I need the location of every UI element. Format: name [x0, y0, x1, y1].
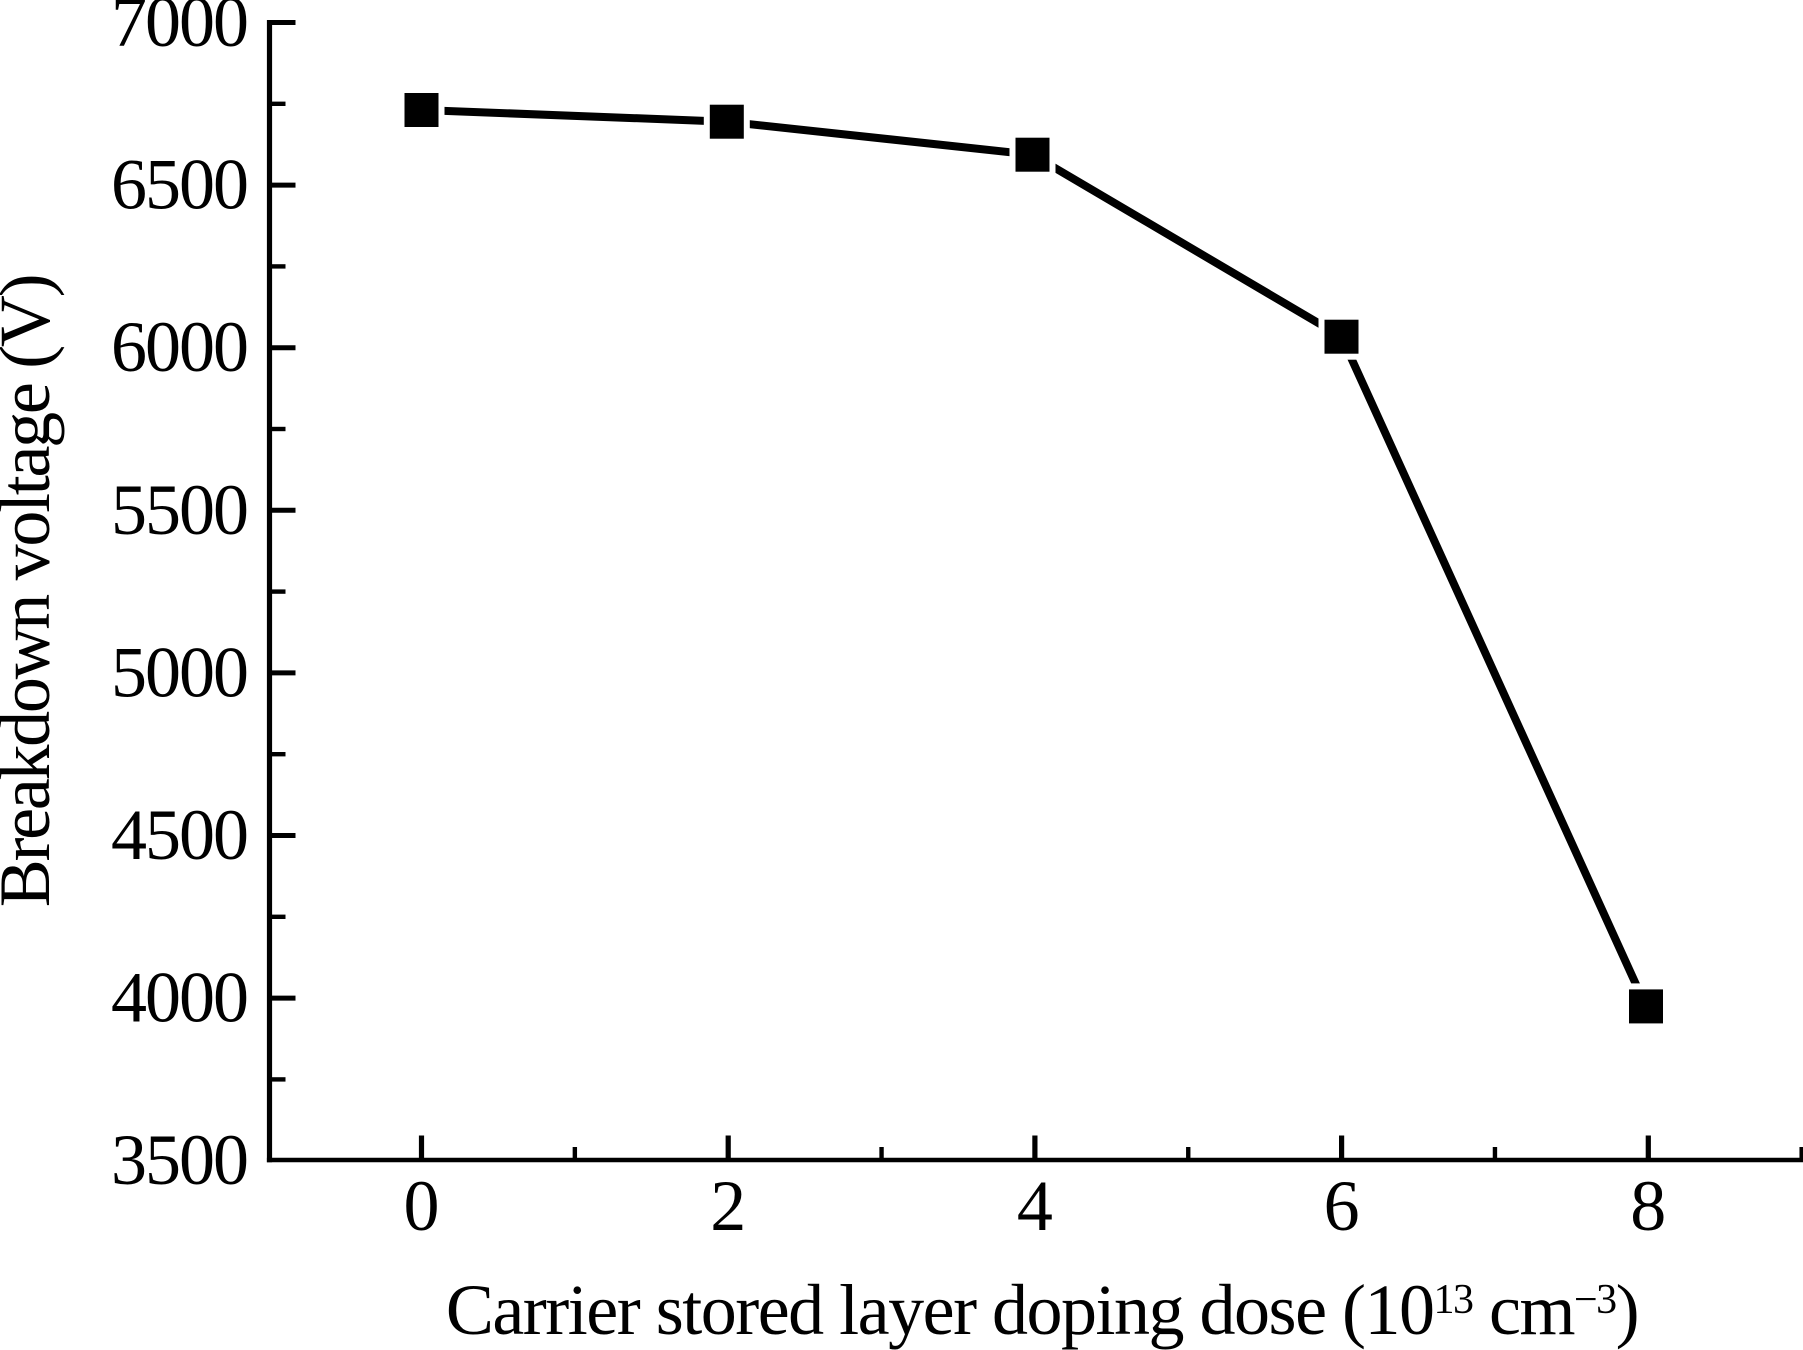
svg-text:6500: 6500 — [111, 145, 247, 225]
svg-text:6000: 6000 — [111, 307, 247, 387]
svg-text:0: 0 — [404, 1166, 440, 1246]
svg-text:3500: 3500 — [111, 1120, 247, 1200]
svg-text:Breakdown voltage (V): Breakdown voltage (V) — [0, 276, 65, 907]
svg-text:8: 8 — [1630, 1166, 1666, 1246]
svg-text:2: 2 — [710, 1166, 746, 1246]
svg-text:4: 4 — [1017, 1166, 1053, 1246]
svg-text:5500: 5500 — [111, 470, 247, 550]
svg-text:5000: 5000 — [111, 632, 247, 712]
svg-text:4500: 4500 — [111, 795, 247, 875]
svg-text:7000: 7000 — [111, 0, 247, 62]
svg-text:4000: 4000 — [111, 958, 247, 1038]
svg-text:6: 6 — [1324, 1166, 1360, 1246]
